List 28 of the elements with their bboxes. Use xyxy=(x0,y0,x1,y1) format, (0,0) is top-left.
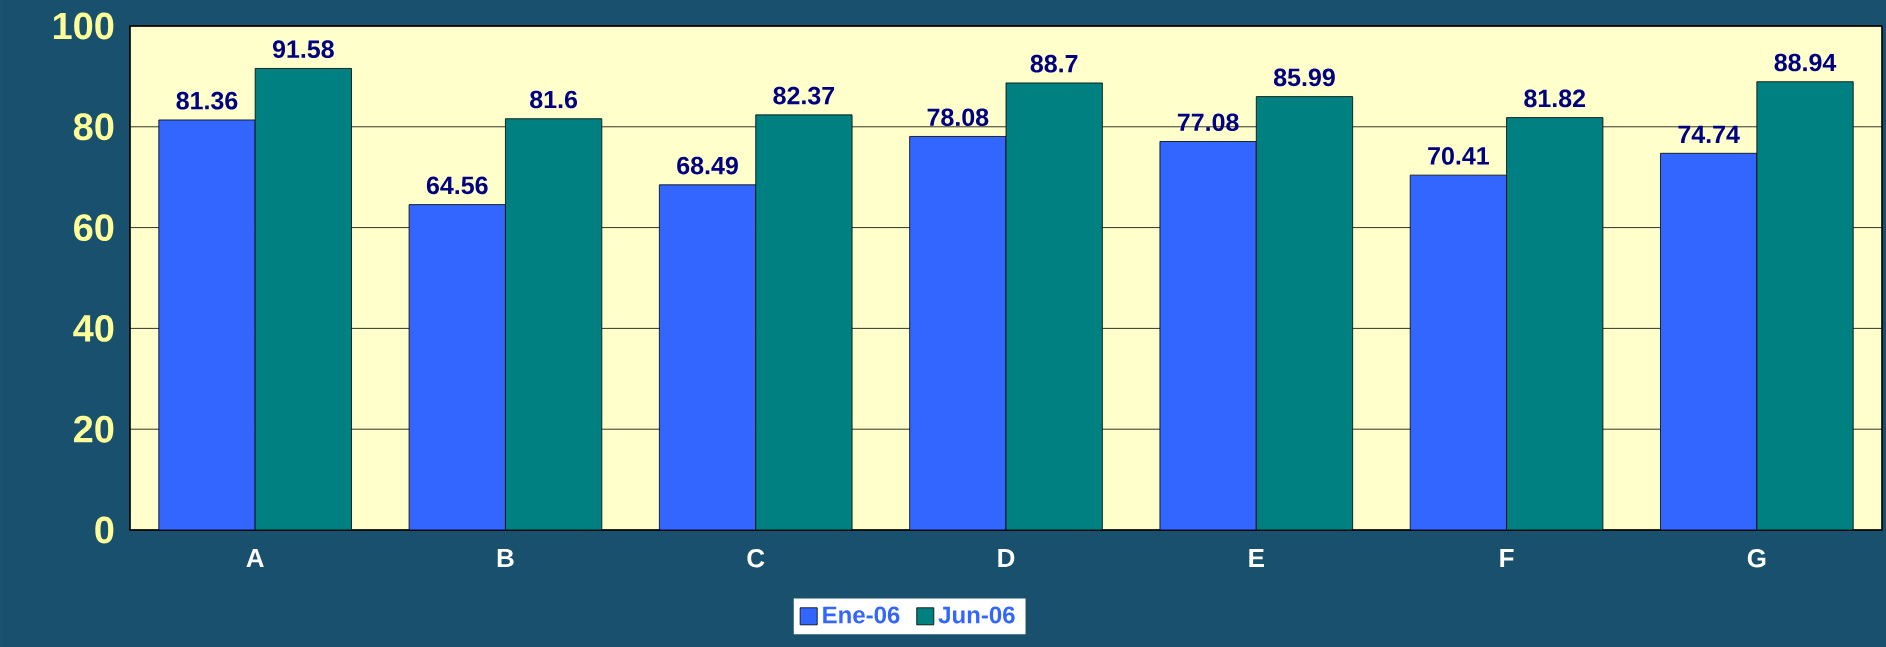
data-label: 81.82 xyxy=(1524,89,1586,108)
y-tick-label: 20 xyxy=(74,415,114,443)
x-tick-label: A xyxy=(246,549,264,567)
data-label: 85.99 xyxy=(1273,68,1335,87)
data-label: 68.49 xyxy=(677,156,738,175)
y-tick-label: 100 xyxy=(53,12,114,40)
legend-label: Ene-06 xyxy=(823,606,900,624)
data-label: 81.6 xyxy=(530,90,578,109)
data-label: 91.58 xyxy=(272,40,334,59)
data-label: 70.41 xyxy=(1428,147,1489,165)
y-tick-label: 60 xyxy=(74,214,114,242)
y-tick-label: 80 xyxy=(73,113,114,141)
data-label: 82.37 xyxy=(773,86,835,105)
data-label: 81.36 xyxy=(176,91,238,110)
data-label: 88.7 xyxy=(1030,54,1078,73)
x-tick-label: G xyxy=(1747,549,1766,568)
x-tick-label: B xyxy=(497,549,514,567)
x-tick-label: F xyxy=(1500,549,1514,567)
x-tick-label: E xyxy=(1249,549,1264,567)
x-tick-label: D xyxy=(998,549,1015,567)
y-tick-label: 40 xyxy=(73,314,114,342)
y-tick-label: 0 xyxy=(95,516,114,544)
data-label: 64.56 xyxy=(426,176,488,195)
data-label: 74.74 xyxy=(1678,125,1740,143)
x-tick-label: C xyxy=(747,549,765,568)
legend-label: Jun-06 xyxy=(938,606,1015,624)
data-label: 88.94 xyxy=(1774,53,1837,72)
data-label: 78.08 xyxy=(927,108,989,127)
